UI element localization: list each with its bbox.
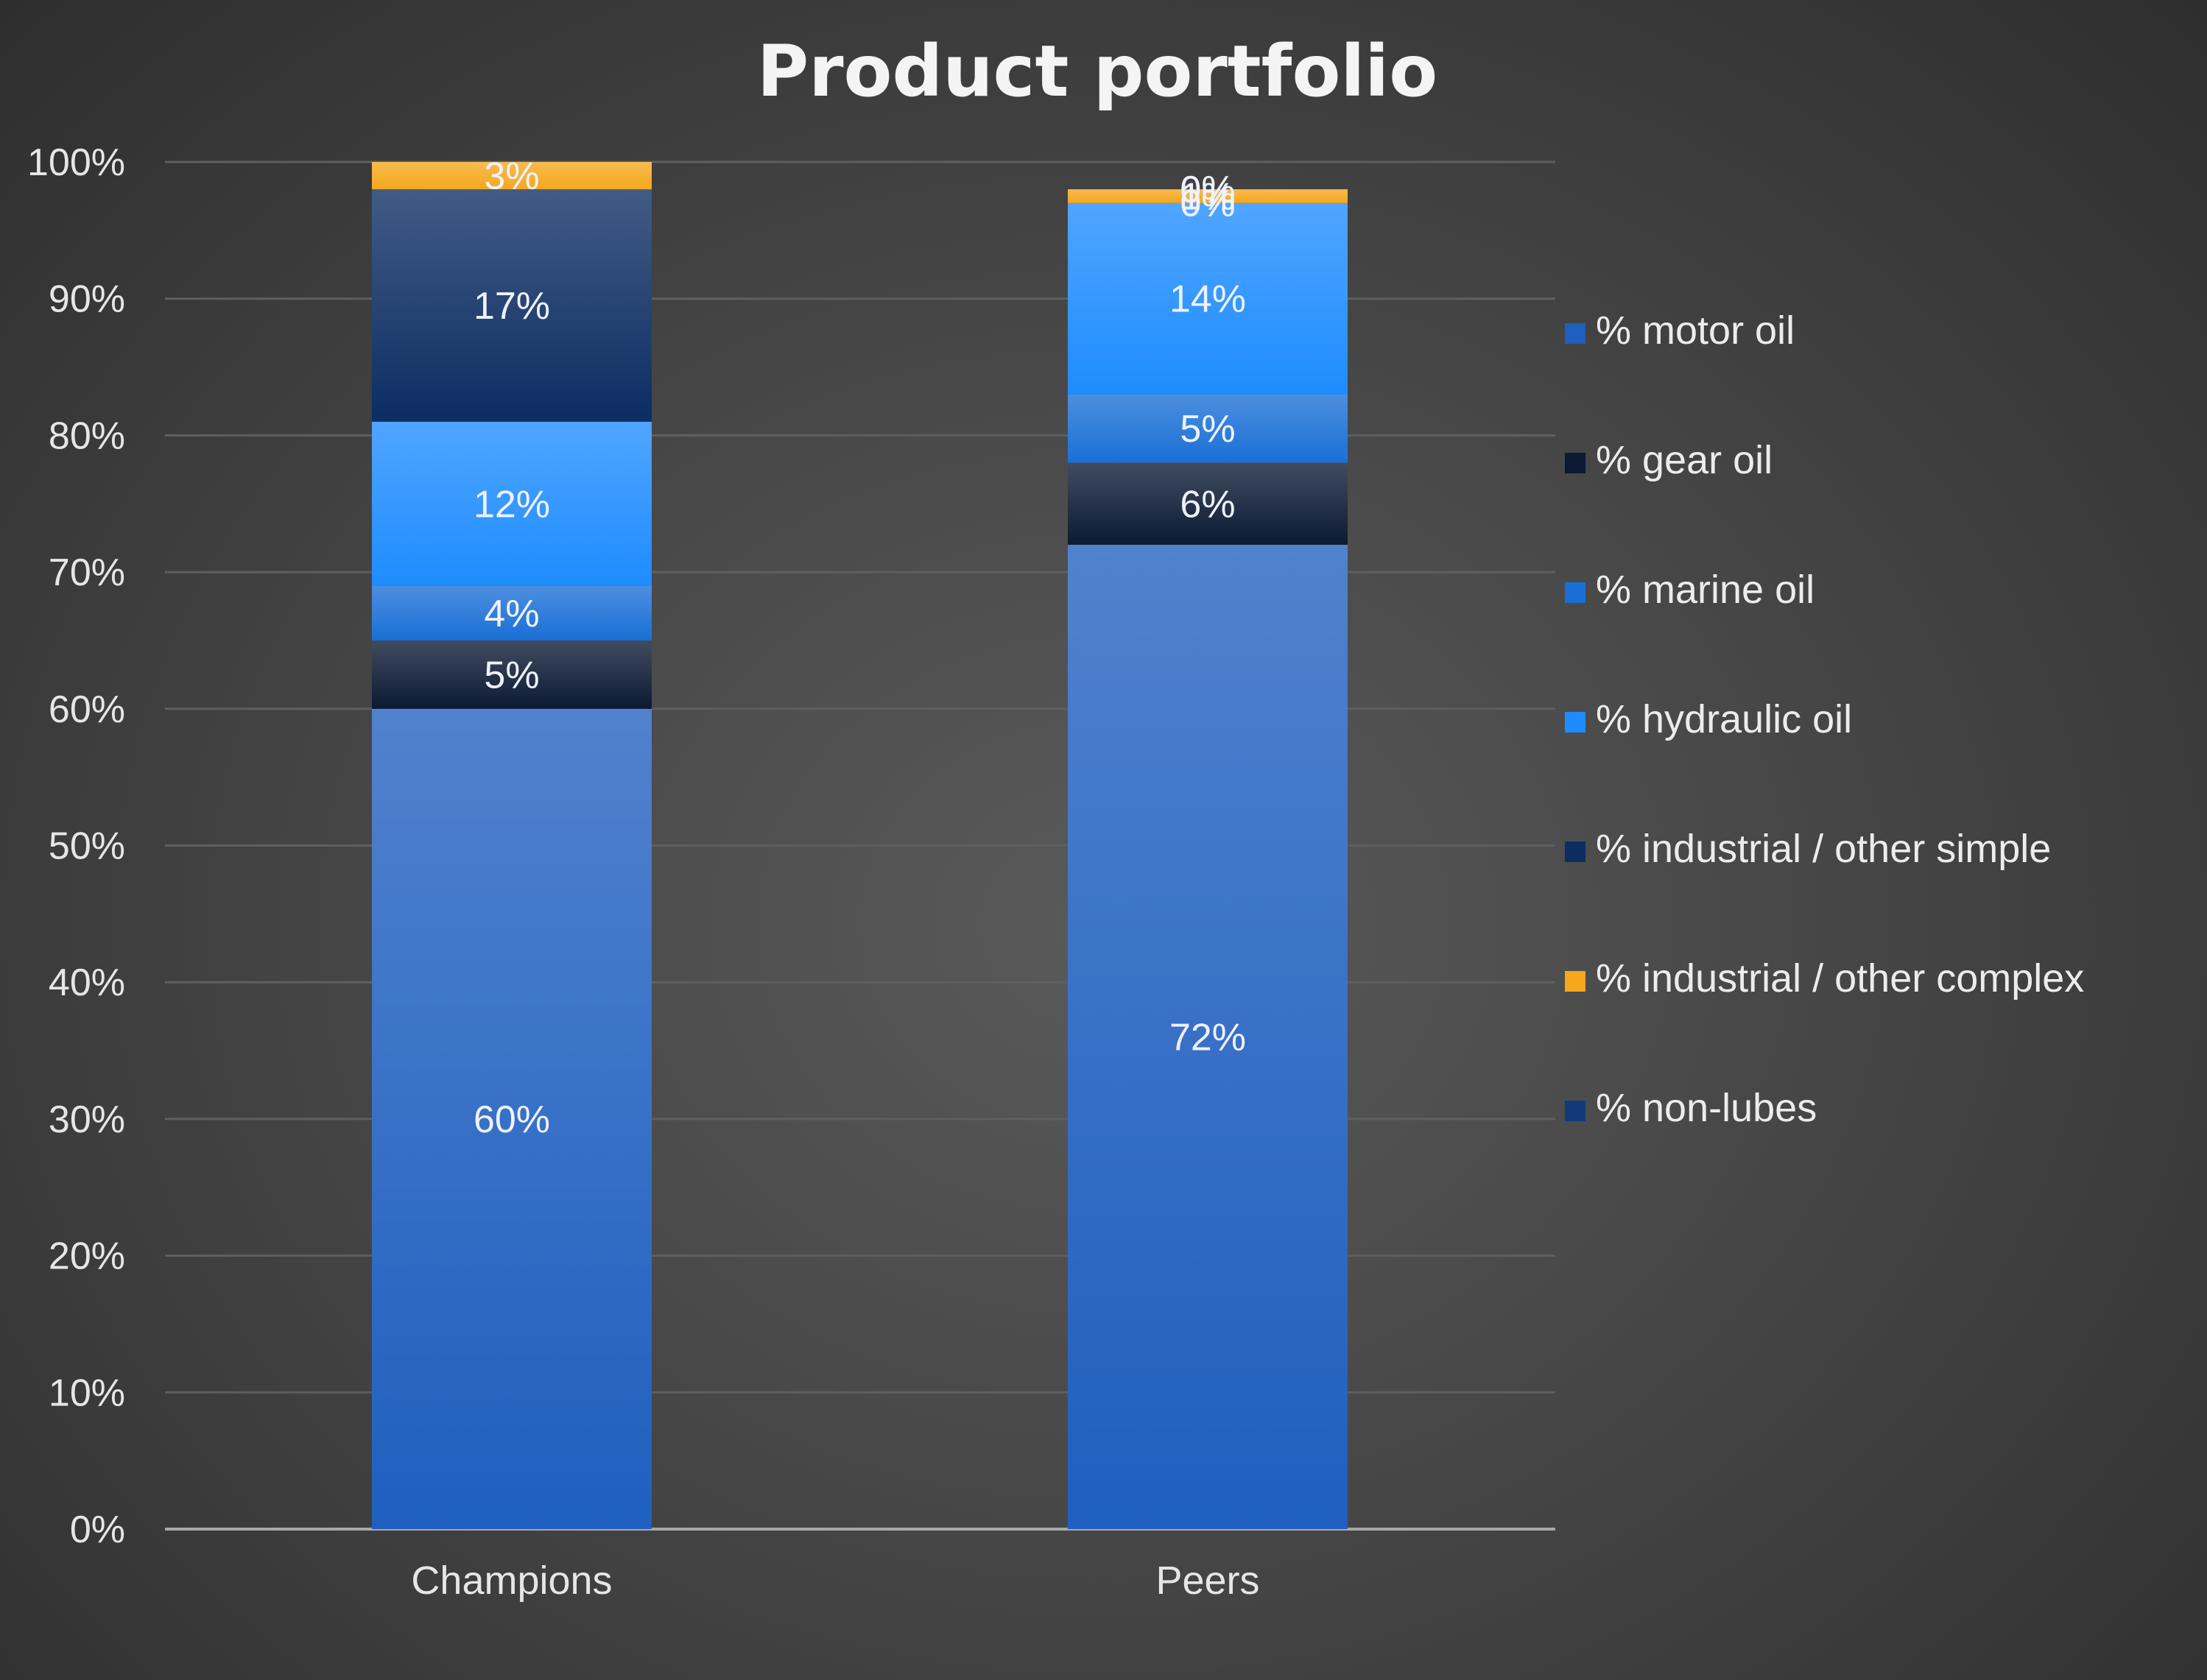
data-label: 0% (1180, 183, 1235, 225)
legend-swatch (1565, 712, 1585, 733)
data-label: 17% (474, 285, 550, 328)
legend-swatch (1565, 323, 1585, 344)
data-label: 14% (1169, 278, 1246, 321)
y-tick-label: 100% (27, 141, 125, 184)
legend-swatch (1565, 841, 1585, 862)
x-tick-label: Champions (411, 1559, 612, 1603)
y-tick-label: 50% (49, 825, 125, 868)
bar-segment-champions-2 (372, 585, 652, 640)
bar-segment-champions-4 (372, 189, 652, 422)
legend-label: % gear oil (1596, 438, 1773, 482)
y-tick-label: 70% (49, 551, 125, 594)
legend-swatch (1565, 1101, 1585, 1121)
legend-swatch (1565, 971, 1585, 992)
bar-segment-champions-5 (372, 162, 652, 190)
bar-segment-champions-3 (372, 421, 652, 586)
data-label: 1% (1180, 175, 1235, 218)
legend-swatch (1565, 453, 1585, 473)
legend-label: % marine oil (1596, 568, 1814, 612)
y-tick-label: 20% (49, 1235, 125, 1278)
legend-label: % non-lubes (1596, 1086, 1817, 1130)
legend-label: % motor oil (1596, 308, 1795, 353)
chart-title: Product portfolio (757, 30, 1437, 113)
y-tick-label: 30% (49, 1098, 125, 1141)
y-tick-label: 10% (49, 1372, 125, 1414)
legend-label: % industrial / other complex (1596, 956, 2084, 1000)
legend-label: % industrial / other simple (1596, 827, 2051, 871)
legend-label: % hydraulic oil (1596, 697, 1852, 741)
data-label: 72% (1169, 1016, 1246, 1059)
bar-segment-champions-0 (372, 708, 652, 1529)
bar-segment-peers-2 (1068, 394, 1348, 463)
data-label: 6% (1180, 483, 1235, 526)
legend-swatch (1565, 582, 1585, 603)
legend: % motor oil % gear oil % marine oil % hydra… (1565, 308, 2084, 1130)
y-tick-label: 0% (70, 1508, 125, 1551)
bar-segment-peers-0 (1068, 544, 1348, 1530)
bar-segment-peers-3 (1068, 202, 1348, 395)
data-label: 60% (474, 1098, 550, 1141)
x-axis: Champions Peers (411, 1559, 1259, 1603)
y-axis: 0% 10% 20% 30% 40% 50% 60% 70% 80% 90% 100% (27, 141, 125, 1551)
x-tick-label: Peers (1155, 1559, 1259, 1603)
bars (372, 162, 1348, 1530)
bar-segment-peers-5 (1068, 189, 1348, 203)
y-tick-label: 60% (49, 688, 125, 731)
bar-segment-peers-1 (1068, 462, 1348, 545)
data-label: 5% (484, 654, 539, 696)
y-tick-label: 40% (49, 961, 125, 1004)
data-label: 0% (1180, 169, 1235, 211)
data-label: 5% (1180, 408, 1235, 451)
y-tick-label: 90% (49, 278, 125, 321)
data-label: 3% (484, 155, 539, 198)
y-tick-label: 80% (49, 414, 125, 457)
data-label: 4% (484, 593, 539, 635)
bar-segment-champions-1 (372, 640, 652, 709)
data-labels: 60% 5% 4% 12% 17% 3% 72% 6% 5% 14% 0%1%0% (474, 155, 1246, 1141)
data-label: 12% (474, 483, 550, 526)
